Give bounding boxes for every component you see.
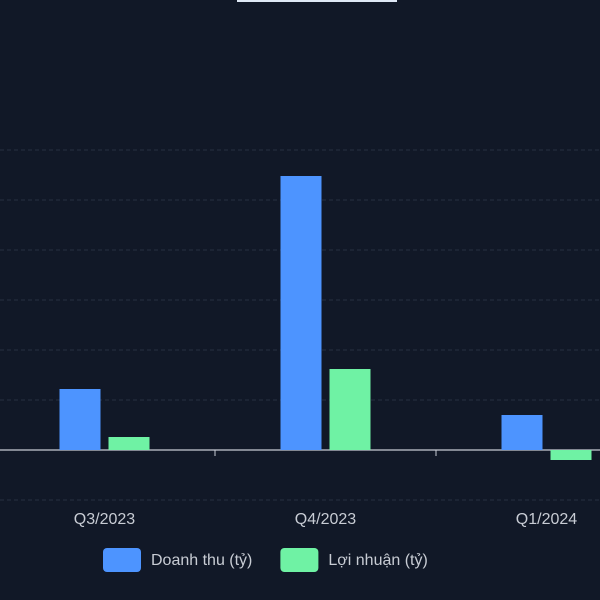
bar — [108, 437, 150, 450]
bar — [280, 176, 322, 450]
bar — [329, 369, 371, 450]
bar — [550, 450, 592, 460]
legend-label: Doanh thu (tỷ) — [151, 552, 252, 569]
bar — [59, 389, 101, 450]
title-box — [237, 0, 397, 2]
bar — [501, 415, 543, 450]
x-tick-label: Q1/2024 — [516, 511, 577, 528]
legend-swatch — [103, 548, 141, 572]
legend-swatch — [280, 548, 319, 572]
x-tick-label: Q3/2023 — [74, 511, 135, 528]
x-tick-label: Q4/2023 — [295, 511, 356, 528]
legend-label: Lợi nhuận (tỷ) — [328, 552, 427, 569]
